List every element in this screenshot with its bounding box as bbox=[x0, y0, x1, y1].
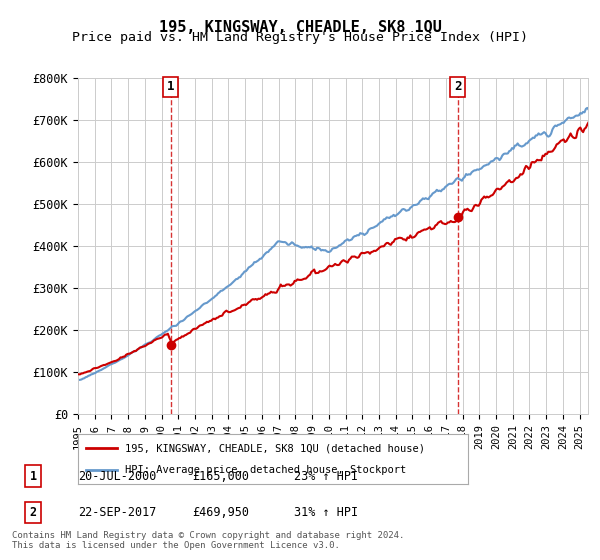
Text: Price paid vs. HM Land Registry's House Price Index (HPI): Price paid vs. HM Land Registry's House … bbox=[72, 31, 528, 44]
Text: HPI: Average price, detached house, Stockport: HPI: Average price, detached house, Stoc… bbox=[125, 465, 406, 475]
Text: 2: 2 bbox=[29, 506, 37, 519]
Text: 1: 1 bbox=[29, 469, 37, 483]
Text: 23% ↑ HPI: 23% ↑ HPI bbox=[294, 469, 358, 483]
Text: £165,000: £165,000 bbox=[192, 469, 249, 483]
Text: Contains HM Land Registry data © Crown copyright and database right 2024.
This d: Contains HM Land Registry data © Crown c… bbox=[12, 530, 404, 550]
Text: 195, KINGSWAY, CHEADLE, SK8 1QU: 195, KINGSWAY, CHEADLE, SK8 1QU bbox=[158, 20, 442, 35]
Text: 1: 1 bbox=[167, 80, 175, 94]
Text: 2: 2 bbox=[454, 80, 461, 94]
Text: £469,950: £469,950 bbox=[192, 506, 249, 519]
Text: 20-JUL-2000: 20-JUL-2000 bbox=[78, 469, 157, 483]
Text: 31% ↑ HPI: 31% ↑ HPI bbox=[294, 506, 358, 519]
Text: 195, KINGSWAY, CHEADLE, SK8 1QU (detached house): 195, KINGSWAY, CHEADLE, SK8 1QU (detache… bbox=[125, 443, 425, 453]
Text: 22-SEP-2017: 22-SEP-2017 bbox=[78, 506, 157, 519]
